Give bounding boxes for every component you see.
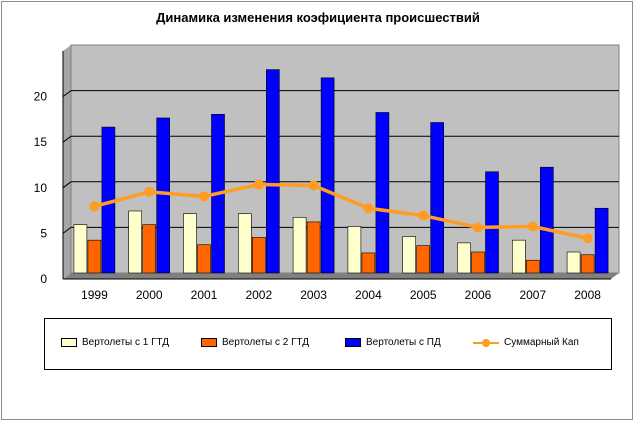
- x-tick-label: 2001: [191, 288, 218, 302]
- bar: [156, 117, 170, 274]
- bar: [511, 239, 526, 274]
- line-point: [199, 191, 209, 202]
- legend-swatch-2-gtd: [201, 338, 217, 347]
- line-point: [144, 186, 155, 197]
- y-tick-label: 15: [34, 135, 48, 149]
- bar: [566, 251, 581, 274]
- legend-swatch-1-gtd: [61, 338, 77, 347]
- plot-side-wall: [63, 45, 71, 279]
- line-point: [473, 222, 483, 233]
- line-point: [308, 180, 319, 191]
- x-tick-label: 2008: [574, 288, 601, 302]
- bar: [128, 210, 142, 274]
- legend-label-pd: Вертолеты с ПД: [366, 337, 441, 348]
- legend-label-total: Суммарный Кап: [504, 337, 579, 348]
- y-tick-label: 10: [34, 181, 48, 195]
- bar: [73, 224, 88, 274]
- line-point: [418, 210, 429, 221]
- x-tick-label: 2005: [410, 288, 437, 302]
- legend-swatch-pd: [345, 338, 361, 347]
- bar: [238, 213, 252, 274]
- legend-item-1-gtd: Вертолеты с 1 ГТД: [61, 337, 169, 348]
- legend-swatch-total: [473, 338, 499, 348]
- line-point: [253, 179, 264, 190]
- x-tick-label: 2000: [136, 288, 163, 302]
- x-tick-label: 2003: [300, 288, 327, 302]
- bar: [87, 239, 102, 274]
- bar: [430, 122, 445, 274]
- y-tick-label: 20: [34, 90, 48, 104]
- bar: [375, 112, 390, 274]
- legend-item-2-gtd: Вертолеты с 2 ГТД: [201, 337, 309, 348]
- bar: [320, 77, 335, 274]
- x-tick-label: 2002: [245, 288, 272, 302]
- x-tick-label: 2004: [355, 288, 382, 302]
- legend-label-1-gtd: Вертолеты с 1 ГТД: [82, 337, 170, 348]
- bar: [252, 237, 266, 274]
- bar: [292, 217, 307, 274]
- bar: [306, 221, 321, 274]
- bar: [142, 224, 156, 274]
- gridline: [62, 90, 619, 97]
- bar: [580, 254, 595, 274]
- bar: [416, 245, 431, 274]
- bar: [347, 226, 362, 274]
- y-tick-label: 5: [40, 226, 47, 240]
- bar: [183, 213, 197, 274]
- line-point: [582, 233, 593, 244]
- legend-label-2-gtd: Вертолеты с 2 ГТД: [222, 337, 310, 348]
- legend-item-pd: Вертолеты с ПД: [345, 337, 441, 348]
- chart-title: Динамика изменения коэфициента происшест…: [156, 10, 480, 25]
- x-tick-label: 2007: [519, 288, 546, 302]
- series-line-total: [93, 182, 588, 241]
- x-tick-label: 1999: [81, 288, 108, 302]
- bar: [525, 259, 540, 274]
- bar: [471, 251, 485, 274]
- bar: [594, 207, 609, 274]
- bar: [361, 252, 376, 274]
- y-tick-label: 0: [40, 272, 47, 286]
- bar: [457, 242, 471, 274]
- plot-floor: [63, 273, 619, 279]
- bar: [197, 244, 211, 274]
- line-point: [89, 201, 100, 212]
- bar: [265, 69, 280, 274]
- bar: [539, 166, 554, 274]
- bar: [485, 171, 499, 274]
- line-point: [527, 221, 538, 232]
- bar: [402, 236, 417, 274]
- legend: Вертолеты с 1 ГТД Вертолеты с 2 ГТД Верт…: [44, 318, 612, 370]
- x-tick-label: 2006: [465, 288, 492, 302]
- legend-item-total: Суммарный Кап: [473, 337, 579, 348]
- line-point: [363, 203, 374, 214]
